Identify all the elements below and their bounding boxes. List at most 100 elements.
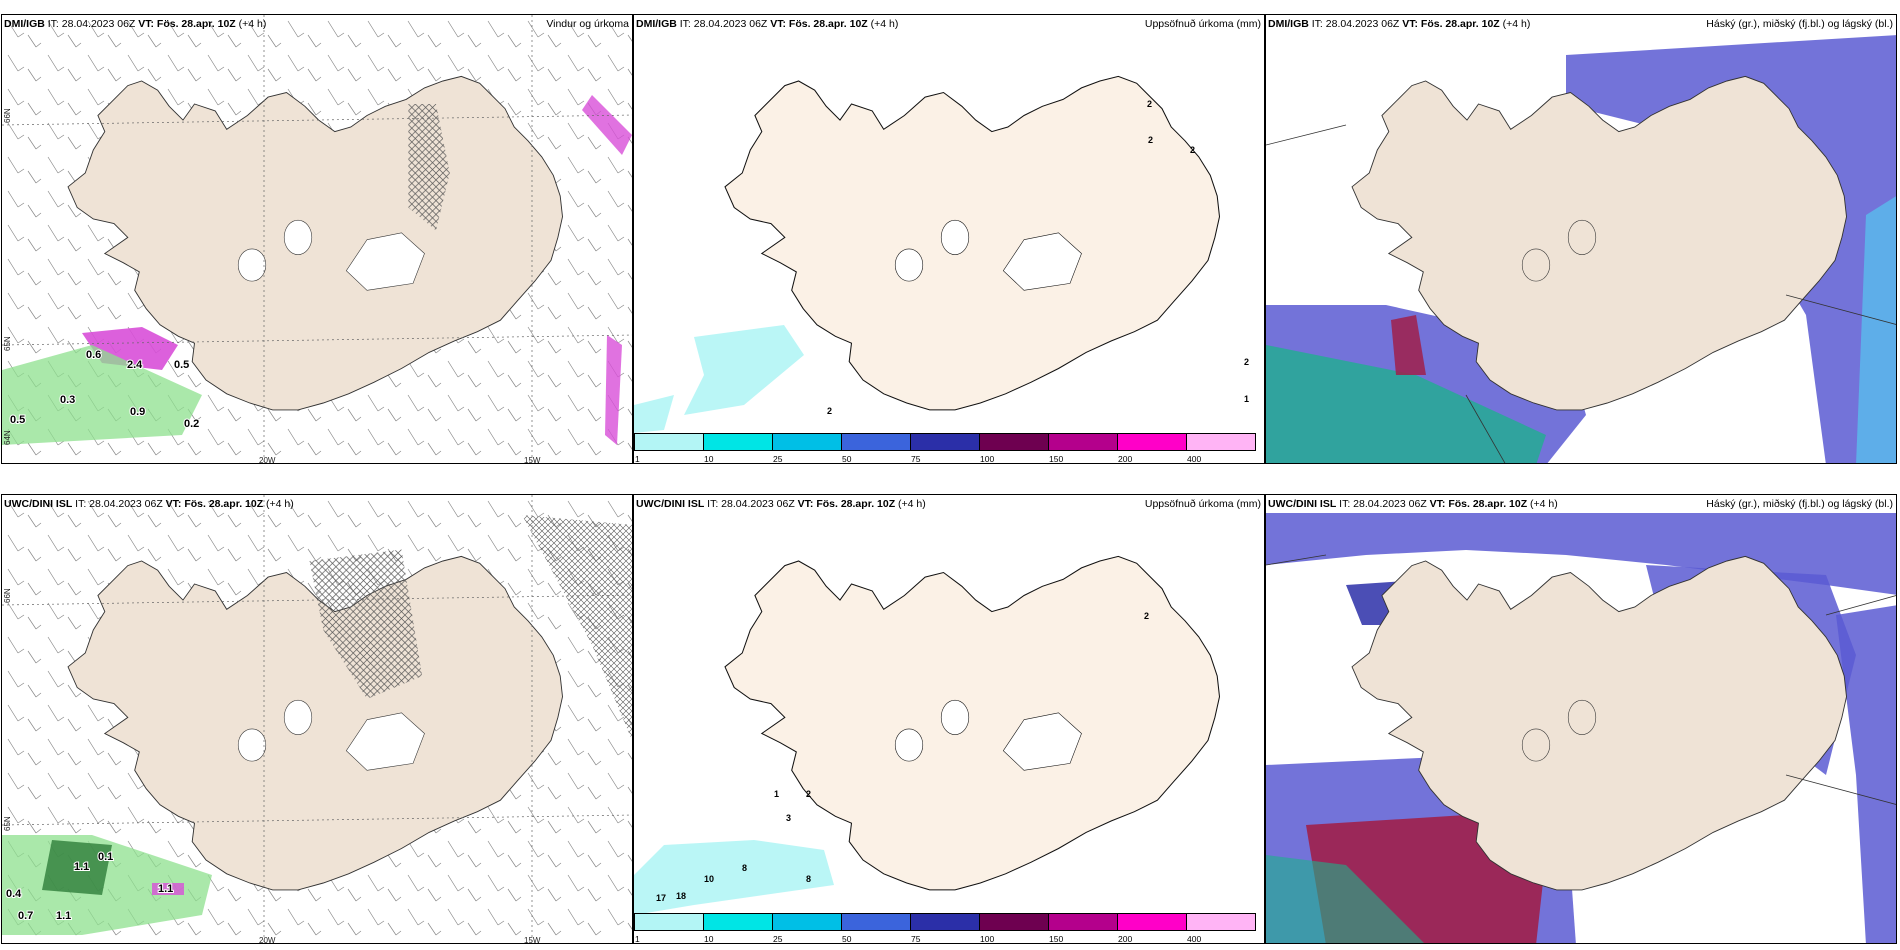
colorbar-segment: 200 bbox=[1117, 433, 1187, 463]
precip-label: 8 bbox=[742, 863, 747, 873]
colorbar: 1 10 25 50 75 100 150 200 400 bbox=[634, 913, 1256, 943]
precip-label: 0.4 bbox=[6, 888, 22, 900]
precip-label: 3 bbox=[786, 813, 791, 823]
valid-time: VT: Fös. 28.apr. 10Z bbox=[138, 18, 236, 30]
lat-label: 66N bbox=[3, 108, 12, 123]
precip-label: 2 bbox=[1144, 611, 1149, 621]
panel-uwc-clouds: UWC/DINI ISL IT: 28.04.2023 06Z VT: Fös.… bbox=[1265, 494, 1897, 944]
lon-label: 15W bbox=[524, 456, 541, 464]
precip-area bbox=[2, 345, 202, 445]
init-time: IT: 28.04.2023 06Z bbox=[75, 498, 163, 510]
lead-time: (+4 h) bbox=[266, 498, 294, 510]
map-accum-precip: 2 2 2 2 1 2 bbox=[634, 75, 1249, 433]
cloud-area bbox=[1266, 513, 1896, 595]
model-name: UWC/DINI ISL bbox=[636, 498, 705, 510]
valid-time: VT: Fös. 28.apr. 10Z bbox=[165, 498, 264, 510]
precip-label: 18 bbox=[676, 891, 686, 901]
panel-dmi-accum: DMI/IGB IT: 28.04.2023 06Z VT: Fös. 28.a… bbox=[633, 14, 1265, 464]
colorbar-segment: 50 bbox=[841, 433, 911, 463]
panel-subtitle: Uppsöfnuð úrkoma (mm) bbox=[1144, 18, 1261, 30]
colorbar-segment: 100 bbox=[979, 913, 1049, 943]
colorbar-segment: 75 bbox=[910, 913, 980, 943]
init-time: IT: 28.04.2023 06Z bbox=[679, 18, 768, 30]
precip-label: 2 bbox=[1190, 145, 1195, 155]
lead-time: (+4 h) bbox=[1530, 498, 1558, 510]
panel-uwc-accum: UWC/DINI ISL IT: 28.04.2023 06Z VT: Fös.… bbox=[633, 494, 1265, 944]
model-name: DMI/IGB bbox=[636, 18, 677, 30]
panel-title: UWC/DINI ISL IT: 28.04.2023 06Z VT: Fös.… bbox=[636, 498, 926, 510]
lon-label: 20W bbox=[259, 456, 276, 464]
panel-subtitle: Uppsöfnuð úrkoma (mm) bbox=[1144, 498, 1261, 510]
model-name: UWC/DINI ISL bbox=[4, 498, 73, 510]
precip-label: 0.5 bbox=[174, 359, 189, 371]
colorbar-segment: 1 bbox=[634, 913, 704, 943]
panel-subtitle: Vindur og úrkoma bbox=[546, 18, 629, 30]
panel-title: DMI/IGB IT: 28.04.2023 06Z VT: Fös. 28.a… bbox=[636, 18, 898, 30]
lead-time: (+4 h) bbox=[870, 18, 899, 30]
model-name: DMI/IGB bbox=[4, 18, 45, 30]
precip-label: 0.5 bbox=[10, 414, 25, 426]
map-wind-precip: 0.6 2.4 0.5 0.3 0.5 0.9 0.2 20W 15W 66N … bbox=[2, 15, 632, 464]
lat-label: 65N bbox=[3, 816, 12, 831]
colorbar-segment: 1 bbox=[634, 433, 704, 463]
map-wind-precip: 0.4 0.7 1.1 1.1 0.1 1.1 20W 15W 66N 65N bbox=[2, 495, 632, 944]
colorbar-segment: 200 bbox=[1117, 913, 1187, 943]
colorbar-segment: 10 bbox=[703, 913, 773, 943]
init-time: IT: 28.04.2023 06Z bbox=[1311, 18, 1400, 30]
colorbar: 1 10 25 50 75 100 150 200 400 bbox=[634, 433, 1256, 463]
precip-area bbox=[634, 840, 834, 915]
precip-label: 0.6 bbox=[86, 349, 101, 361]
precip-label: 2 bbox=[806, 789, 811, 799]
precip-area bbox=[684, 325, 804, 415]
valid-time: VT: Fös. 28.apr. 10Z bbox=[1429, 498, 1528, 510]
panel-uwc-wind: UWC/DINI ISL IT: 28.04.2023 06Z VT: Fös.… bbox=[1, 494, 633, 944]
precip-label: 0.3 bbox=[60, 394, 75, 406]
iceland-land bbox=[724, 555, 1221, 891]
lead-time: (+4 h) bbox=[898, 498, 926, 510]
panel-subtitle: Háský (gr.), miðský (fj.bl.) og lágský (… bbox=[1706, 498, 1893, 510]
init-time: IT: 28.04.2023 06Z bbox=[707, 498, 795, 510]
panel-title: DMI/IGB IT: 28.04.2023 06Z VT: Fös. 28.a… bbox=[1268, 18, 1530, 30]
panel-dmi-wind: DMI/IGB IT: 28.04.2023 06Z VT: Fös. 28.a… bbox=[1, 14, 633, 464]
colorbar-segment: 400 bbox=[1186, 913, 1256, 943]
init-time: IT: 28.04.2023 06Z bbox=[47, 18, 136, 30]
precip-label: 2 bbox=[1147, 99, 1152, 109]
precip-label: 10 bbox=[704, 874, 714, 884]
precip-label: 2 bbox=[827, 406, 832, 416]
colorbar-segment: 10 bbox=[703, 433, 773, 463]
lead-time: (+4 h) bbox=[238, 18, 267, 30]
lat-label: 66N bbox=[3, 588, 12, 603]
panel-dmi-clouds: DMI/IGB IT: 28.04.2023 06Z VT: Fös. 28.a… bbox=[1265, 14, 1897, 464]
lon-label: 15W bbox=[524, 936, 541, 944]
colorbar-segment: 50 bbox=[841, 913, 911, 943]
lead-time: (+4 h) bbox=[1502, 18, 1531, 30]
model-name: DMI/IGB bbox=[1268, 18, 1309, 30]
precip-label: 2 bbox=[1244, 357, 1249, 367]
iceland-land bbox=[724, 75, 1221, 411]
colorbar-segment: 25 bbox=[772, 913, 842, 943]
colorbar-segment: 150 bbox=[1048, 433, 1118, 463]
lat-label: 65N bbox=[3, 336, 12, 351]
valid-time: VT: Fös. 28.apr. 10Z bbox=[797, 498, 896, 510]
model-name: UWC/DINI ISL bbox=[1268, 498, 1337, 510]
colorbar-segment: 400 bbox=[1186, 433, 1256, 463]
precip-label: 8 bbox=[806, 874, 811, 884]
precip-label: 0.7 bbox=[18, 910, 33, 922]
precip-label: 0.9 bbox=[130, 406, 145, 418]
map-clouds bbox=[1266, 513, 1896, 943]
precip-label: 1.1 bbox=[158, 883, 173, 895]
precip-label: 2 bbox=[1148, 135, 1153, 145]
panel-title: DMI/IGB IT: 28.04.2023 06Z VT: Fös. 28.a… bbox=[4, 18, 266, 30]
precip-label: 0.1 bbox=[98, 851, 113, 863]
colorbar-segment: 150 bbox=[1048, 913, 1118, 943]
colorbar-segment: 100 bbox=[979, 433, 1049, 463]
colorbar-segment: 75 bbox=[910, 433, 980, 463]
lat-label: 64N bbox=[3, 430, 12, 445]
precip-label: 2.4 bbox=[127, 359, 143, 371]
colorbar-segment: 25 bbox=[772, 433, 842, 463]
panel-title: UWC/DINI ISL IT: 28.04.2023 06Z VT: Fös.… bbox=[1268, 498, 1558, 510]
precip-label: 0.2 bbox=[184, 418, 199, 430]
precip-label: 1 bbox=[774, 789, 779, 799]
valid-time: VT: Fös. 28.apr. 10Z bbox=[770, 18, 868, 30]
precip-label: 1.1 bbox=[56, 910, 71, 922]
